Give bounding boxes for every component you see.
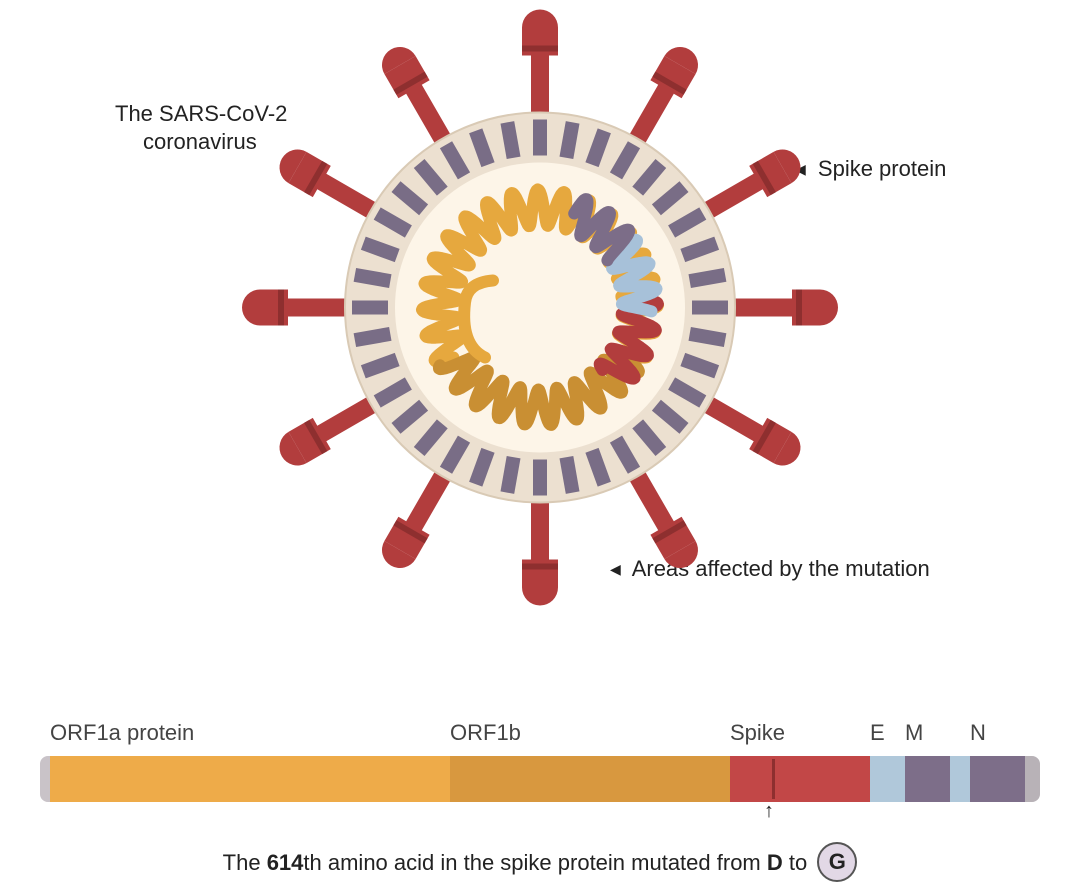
genome-label-orf1a: ORF1a protein bbox=[50, 720, 194, 746]
genome-label-orf1b: ORF1b bbox=[450, 720, 521, 746]
genome-label-n: N bbox=[970, 720, 986, 746]
genome-label-e: E bbox=[870, 720, 885, 746]
mutation-arrow-icon: ↑ bbox=[764, 800, 774, 823]
virus-svg bbox=[230, 0, 850, 618]
genome-seg-cap_l bbox=[40, 756, 50, 802]
genome-diagram: ORF1a protein ORF1b Spike EM N ↑ The 614th a… bbox=[40, 720, 1040, 884]
virus-diagram bbox=[230, 0, 850, 623]
genome-labels: ORF1a protein ORF1b Spike EM N bbox=[40, 720, 1040, 750]
g-circle-icon: G bbox=[817, 842, 857, 882]
genome-label-spike: Spike bbox=[730, 720, 785, 746]
genome-seg-orf1b bbox=[450, 756, 730, 802]
genome-seg-e bbox=[870, 756, 905, 802]
mutation-mark bbox=[772, 759, 775, 799]
caption: The 614th amino acid in the spike protei… bbox=[40, 844, 1040, 884]
genome-seg-cap_r bbox=[1025, 756, 1040, 802]
genome-bar bbox=[40, 756, 1040, 802]
genome-seg-orf1a bbox=[50, 756, 450, 802]
genome-label-m: M bbox=[905, 720, 923, 746]
genome-seg-gap bbox=[950, 756, 970, 802]
genome-seg-spike bbox=[730, 756, 870, 802]
genome-seg-n bbox=[970, 756, 1025, 802]
genome-seg-m bbox=[905, 756, 950, 802]
